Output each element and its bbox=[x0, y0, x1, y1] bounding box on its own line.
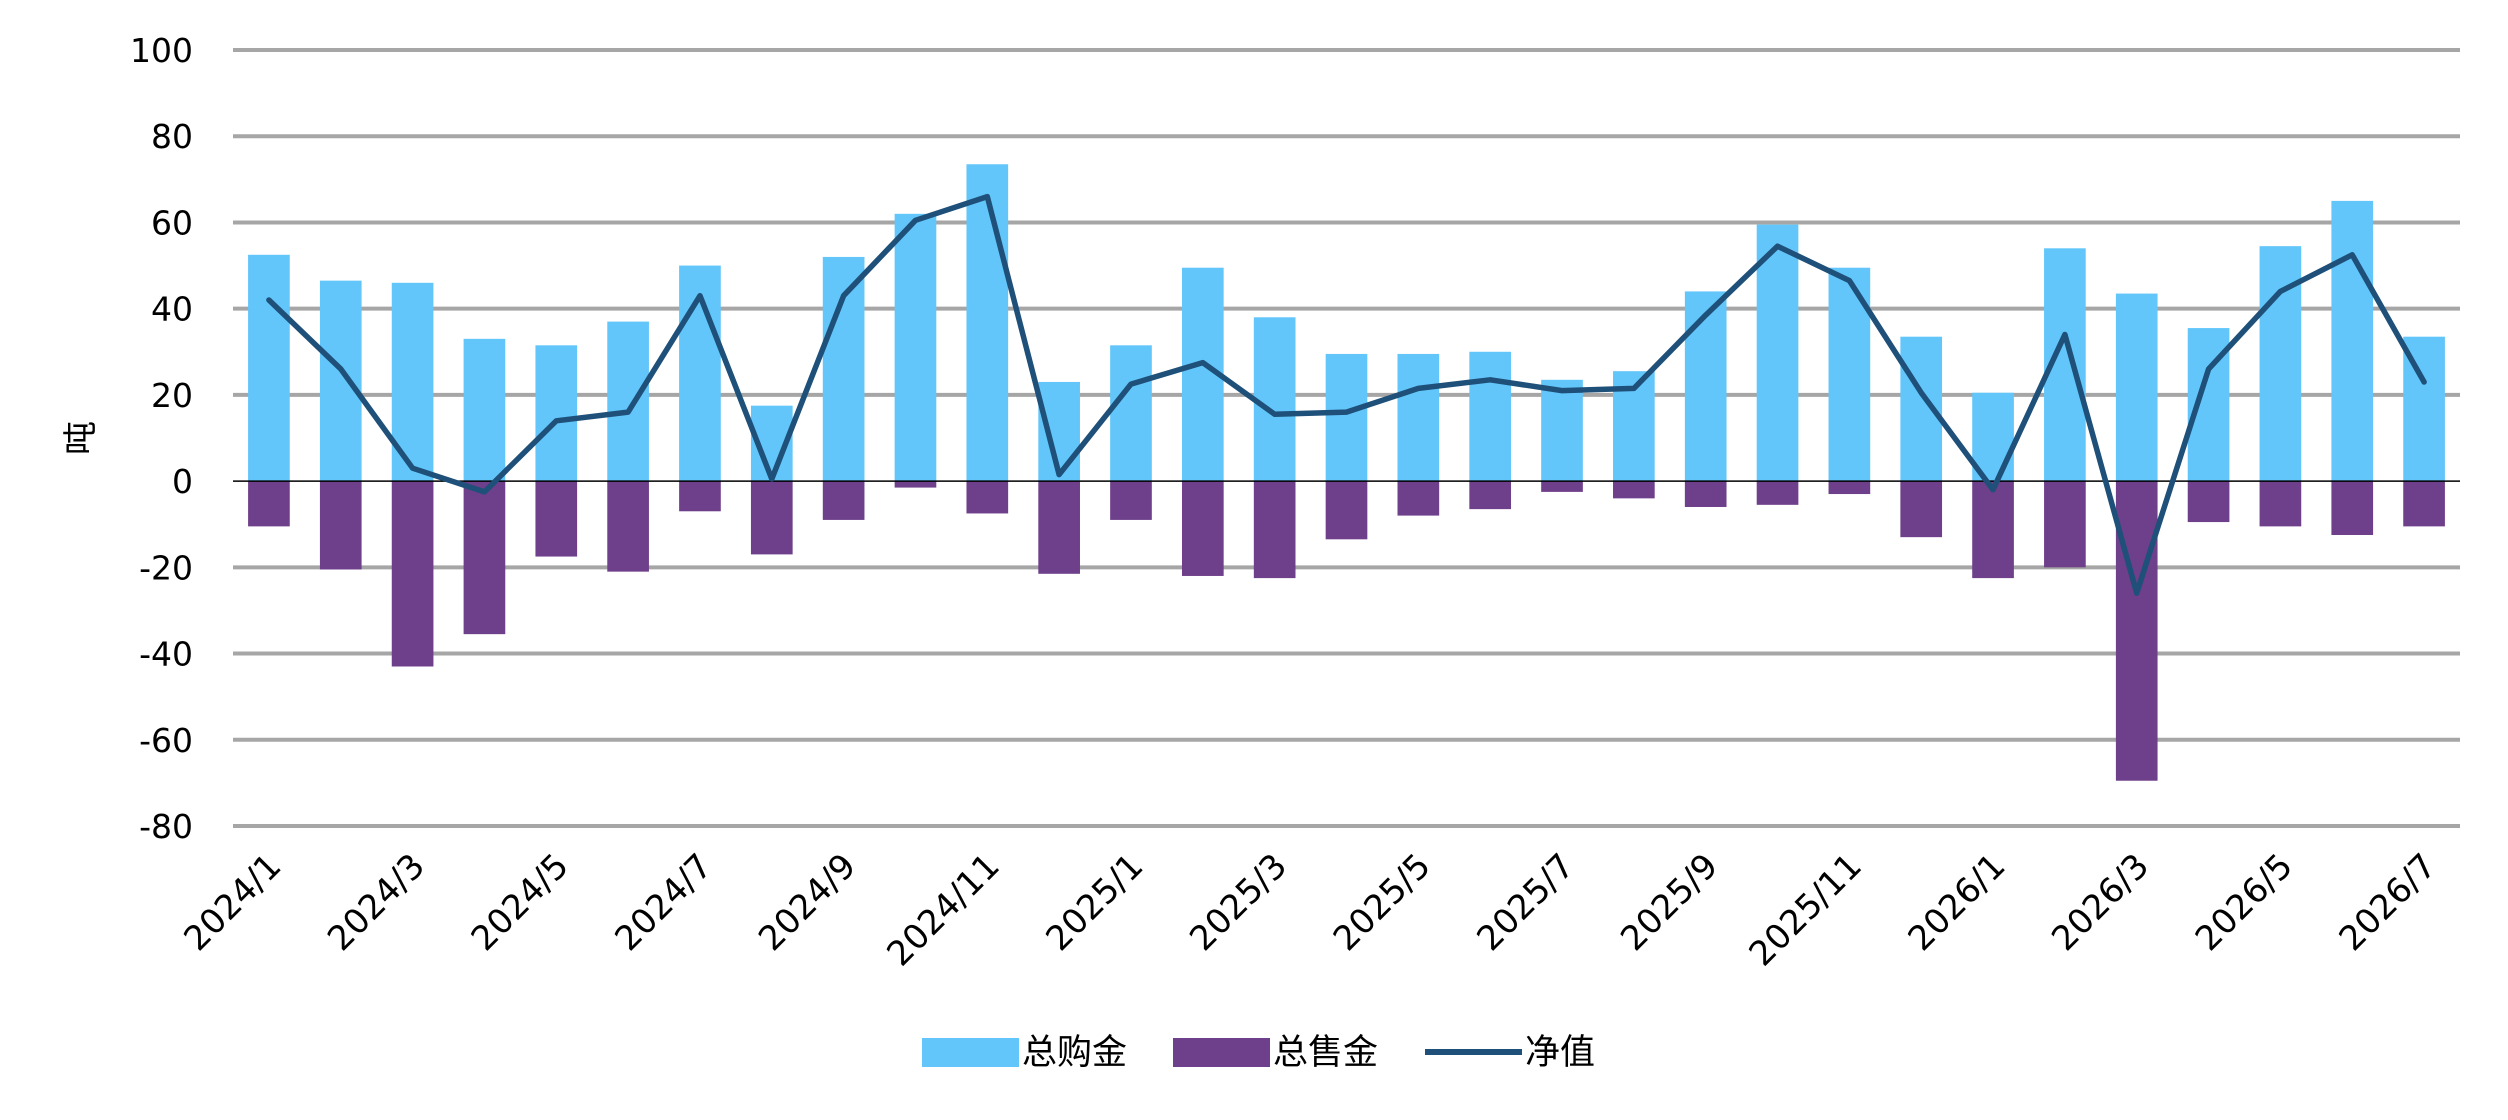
bar-sale bbox=[1182, 481, 1224, 576]
x-tick-label: 2024/1 bbox=[176, 846, 289, 959]
x-tick-label: 2025/9 bbox=[1613, 846, 1726, 959]
y-tick-label: -60 bbox=[139, 721, 193, 760]
bar-purchase bbox=[320, 281, 362, 481]
bar-sale bbox=[1398, 481, 1440, 515]
bar-sale bbox=[392, 481, 434, 666]
legend: 总购金 总售金 净值 bbox=[922, 1033, 1595, 1073]
x-tick-label: 2024/11 bbox=[880, 846, 1008, 974]
x-tick-label: 2025/11 bbox=[1742, 846, 1870, 974]
bar-sale bbox=[1541, 481, 1583, 492]
bar-sale bbox=[1254, 481, 1296, 578]
bar-sale bbox=[535, 481, 577, 556]
bar-sale bbox=[1829, 481, 1871, 494]
x-tick-label: 2025/3 bbox=[1182, 846, 1295, 959]
bar-sale bbox=[1685, 481, 1727, 507]
bar-sale bbox=[1972, 481, 2014, 578]
bar-purchase bbox=[1541, 380, 1583, 481]
bar-sale bbox=[1613, 481, 1655, 498]
bar-purchase bbox=[1469, 352, 1511, 481]
y-tick-label: 40 bbox=[151, 290, 193, 329]
bar-sale bbox=[751, 481, 793, 554]
x-tick-label: 2024/3 bbox=[320, 846, 433, 959]
bar-sale bbox=[1757, 481, 1799, 505]
y-tick-label: 100 bbox=[130, 31, 193, 70]
x-tick-label: 2024/9 bbox=[751, 846, 864, 959]
bar-purchase bbox=[464, 339, 506, 481]
x-tick-label: 2025/5 bbox=[1326, 846, 1439, 959]
bar-sale bbox=[2116, 481, 2158, 781]
legend-swatch bbox=[922, 1038, 1019, 1067]
bar-sale bbox=[1038, 481, 1080, 574]
bar-purchase bbox=[895, 214, 937, 481]
bar-sale bbox=[2331, 481, 2373, 535]
legend-label: 总售金 bbox=[1273, 1033, 1378, 1073]
x-tick-label: 2024/5 bbox=[464, 846, 577, 959]
bar-sale bbox=[2403, 481, 2445, 526]
bar-purchase bbox=[1685, 291, 1727, 481]
bar-sale bbox=[1110, 481, 1152, 520]
bar-sale bbox=[2260, 481, 2302, 526]
bar-purchase bbox=[248, 255, 290, 481]
bar-sale bbox=[679, 481, 721, 511]
y-tick-label: -80 bbox=[139, 807, 193, 846]
bar-purchase bbox=[823, 257, 865, 481]
bar-purchase bbox=[2116, 294, 2158, 482]
bar-sale bbox=[607, 481, 649, 572]
x-tick-label: 2025/7 bbox=[1470, 846, 1583, 959]
bar-purchase bbox=[1110, 345, 1152, 481]
y-tick-label: 0 bbox=[172, 462, 193, 501]
bar-sale bbox=[823, 481, 865, 520]
x-tick-label: 2026/7 bbox=[2332, 846, 2445, 959]
bar-sale bbox=[1326, 481, 1368, 539]
legend-label: 总购金 bbox=[1022, 1033, 1127, 1073]
x-tick-label: 2026/1 bbox=[1901, 846, 2014, 959]
y-axis-ticks: 100 80 60 40 20 0 -20 -40 -60 -80 bbox=[130, 31, 193, 846]
x-tick-label: 2026/5 bbox=[2188, 846, 2301, 959]
legend-label: 净值 bbox=[1525, 1033, 1595, 1073]
bar-sale bbox=[966, 481, 1008, 513]
legend-swatch bbox=[1173, 1038, 1270, 1067]
bar-sale bbox=[1469, 481, 1511, 509]
bar-purchase bbox=[535, 345, 577, 481]
bar-purchase bbox=[607, 322, 649, 482]
bar-purchase bbox=[1254, 317, 1296, 481]
y-tick-label: -20 bbox=[139, 548, 193, 587]
bar-purchase bbox=[1326, 354, 1368, 481]
x-tick-label: 2024/7 bbox=[607, 846, 720, 959]
y-tick-label: 60 bbox=[151, 203, 193, 242]
bar-purchase bbox=[1398, 354, 1440, 481]
y-tick-label: 20 bbox=[151, 376, 193, 415]
x-tick-label: 2026/3 bbox=[2044, 846, 2157, 959]
bar-sale bbox=[2044, 481, 2086, 567]
y-tick-label: -40 bbox=[139, 635, 193, 674]
bar-sale bbox=[895, 481, 937, 487]
bar-sale bbox=[2188, 481, 2230, 522]
y-axis-label: 吨 bbox=[61, 421, 101, 455]
bar-purchase bbox=[2331, 201, 2373, 481]
y-tick-label: 80 bbox=[151, 117, 193, 156]
bar-purchase bbox=[966, 164, 1008, 481]
bar-sale bbox=[464, 481, 506, 634]
x-tick-label: 2025/1 bbox=[1038, 846, 1151, 959]
bar-layer bbox=[248, 164, 2445, 780]
bar-sale bbox=[248, 481, 290, 526]
bar-sale bbox=[1900, 481, 1942, 537]
bar-sale bbox=[320, 481, 362, 569]
